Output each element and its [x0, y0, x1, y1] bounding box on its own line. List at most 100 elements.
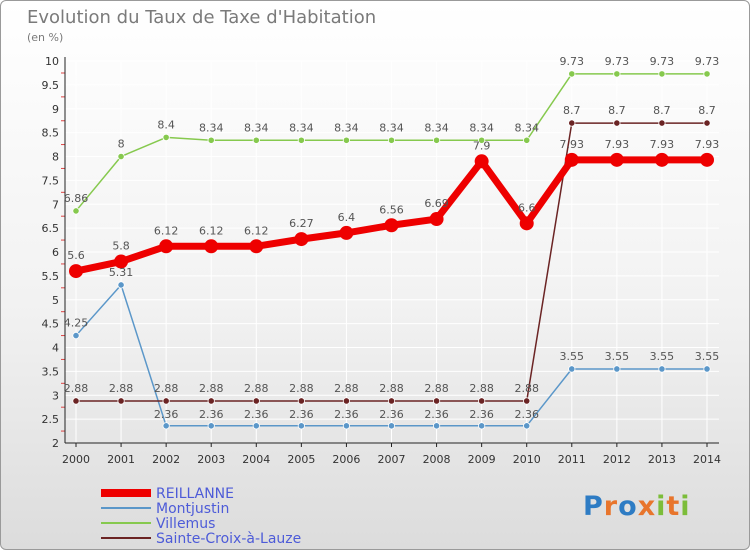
- x-tick-label: 2000: [62, 453, 90, 466]
- data-label: 2.36: [199, 408, 224, 421]
- data-label: 2.36: [289, 408, 314, 421]
- data-point: [204, 239, 219, 254]
- data-point: [523, 422, 531, 430]
- data-point: [162, 422, 170, 430]
- data-point: [117, 152, 125, 161]
- chart-title: Evolution du Taux de Taxe d'Habitation: [27, 7, 377, 28]
- data-point: [478, 397, 486, 405]
- x-tick-label: 2001: [107, 453, 135, 466]
- data-label: 8.34: [334, 121, 359, 134]
- data-point: [339, 225, 354, 240]
- data-label: 2.88: [64, 382, 89, 395]
- data-label: 5.6: [67, 249, 85, 262]
- data-label: 8.4: [157, 118, 175, 131]
- y-tick-label: 10: [45, 55, 59, 68]
- data-label: 8.7: [653, 104, 671, 117]
- x-tick-label: 2002: [152, 453, 180, 466]
- data-point: [162, 133, 170, 141]
- data-point: [384, 218, 399, 233]
- y-tick-label: 6.5: [42, 222, 60, 235]
- data-point: [342, 136, 351, 144]
- data-label: 9.73: [695, 55, 720, 68]
- data-point: [387, 422, 396, 430]
- data-point: [117, 281, 125, 289]
- data-point: [523, 136, 531, 144]
- data-label: 2.88: [334, 382, 359, 395]
- data-label: 2.88: [379, 382, 404, 395]
- legend-label: Sainte-Croix-à-Lauze: [156, 531, 301, 547]
- data-point: [658, 365, 666, 373]
- data-point: [159, 239, 174, 254]
- data-point: [72, 207, 80, 215]
- data-point: [387, 136, 396, 144]
- data-label: 8.34: [244, 121, 269, 134]
- data-label: 6.86: [64, 192, 89, 205]
- data-point: [387, 397, 396, 405]
- data-point: [523, 397, 531, 405]
- data-label: 8.7: [563, 104, 581, 117]
- data-point: [568, 365, 576, 373]
- y-tick-label: 3: [52, 389, 59, 402]
- data-label: 7.93: [650, 138, 675, 151]
- data-point: [478, 136, 486, 144]
- data-point: [252, 422, 260, 430]
- data-point: [297, 397, 305, 405]
- data-label: 2.36: [514, 408, 539, 421]
- data-label: 6.4: [338, 211, 356, 224]
- x-tick-label: 2004: [242, 453, 270, 466]
- y-tick-label: 9.5: [42, 79, 60, 92]
- data-point: [72, 331, 80, 340]
- data-point: [658, 119, 666, 127]
- data-label: 3.55: [695, 350, 720, 363]
- data-label: 7.93: [605, 138, 630, 151]
- data-label: 8.34: [514, 121, 539, 134]
- data-label: 2.88: [424, 382, 449, 395]
- data-point: [72, 397, 80, 405]
- data-label: 7.93: [695, 138, 720, 151]
- data-point: [703, 70, 711, 78]
- x-tick-label: 2010: [513, 453, 541, 466]
- x-tick-label: 2007: [378, 453, 406, 466]
- data-label: 6.6: [518, 201, 536, 214]
- data-point: [297, 136, 305, 144]
- y-tick-label: 4.5: [42, 318, 60, 331]
- legend: REILLANNEMontjustinVillemusSainte-Croix-…: [101, 486, 301, 547]
- data-label: 2.36: [469, 408, 494, 421]
- y-tick-label: 5: [52, 294, 59, 307]
- data-label: 8.34: [199, 121, 224, 134]
- data-point: [703, 119, 711, 127]
- data-point: [69, 264, 83, 279]
- data-label: 3.55: [605, 350, 630, 363]
- data-label: 2.88: [109, 382, 134, 395]
- y-tick-label: 8.5: [42, 127, 60, 140]
- data-label: 9.73: [605, 55, 630, 68]
- data-point: [207, 136, 215, 144]
- data-point: [700, 152, 714, 167]
- data-label: 2.36: [424, 408, 449, 421]
- data-point: [432, 397, 441, 405]
- data-point: [342, 397, 351, 405]
- data-label: 2.88: [289, 382, 314, 395]
- data-label: 6.27: [289, 217, 314, 230]
- x-tick-label: 2012: [603, 453, 631, 466]
- data-label: 2.88: [199, 382, 224, 395]
- y-tick-label: 7: [52, 198, 59, 211]
- data-label: 6.12: [244, 224, 269, 237]
- data-point: [703, 365, 711, 373]
- data-point: [474, 154, 489, 169]
- data-point: [658, 70, 666, 78]
- data-label: 8.34: [289, 121, 314, 134]
- data-point: [654, 152, 669, 167]
- y-tick-label: 5.5: [42, 270, 60, 283]
- y-tick-label: 2.5: [42, 413, 60, 426]
- data-label: 2.88: [244, 382, 269, 395]
- data-point: [294, 232, 309, 247]
- data-point: [207, 397, 215, 405]
- data-point: [114, 254, 129, 269]
- data-point: [342, 422, 351, 430]
- data-label: 9.73: [560, 55, 585, 68]
- data-point: [568, 119, 576, 127]
- data-label: 8.7: [698, 104, 716, 117]
- data-point: [429, 212, 444, 227]
- data-label: 8.7: [608, 104, 626, 117]
